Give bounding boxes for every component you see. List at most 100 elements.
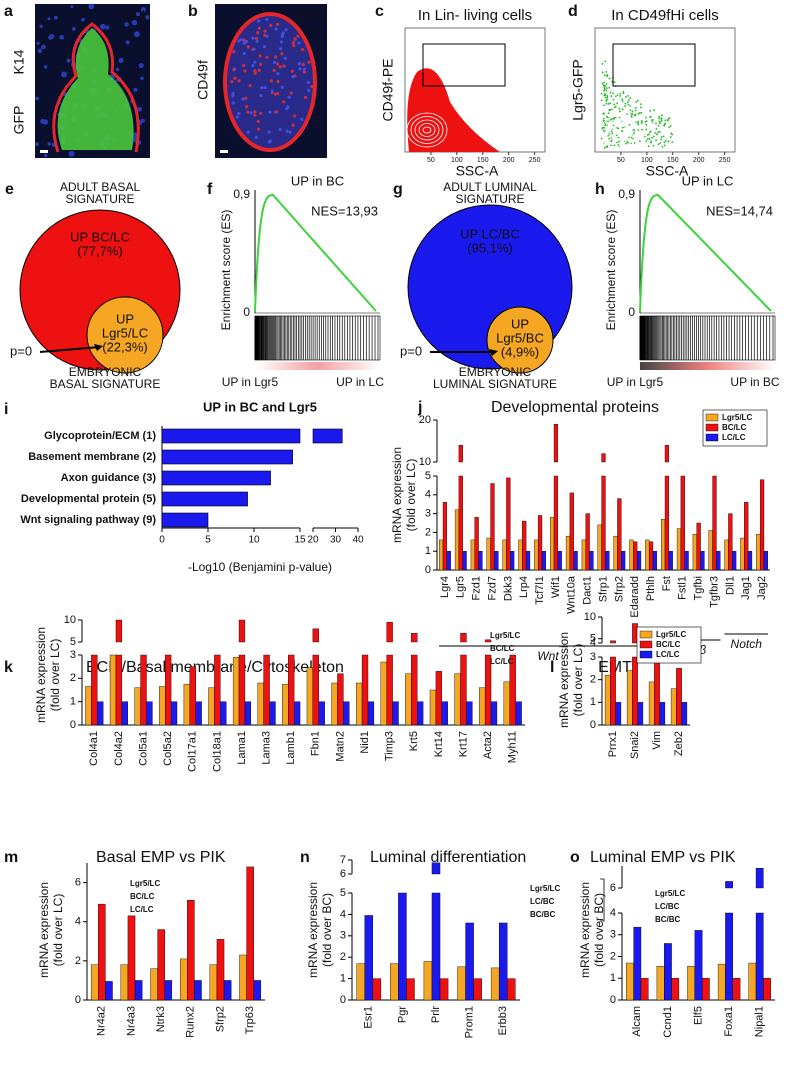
gate [612,43,696,87]
bar [161,512,209,528]
category-label: Fstl1 [677,576,689,600]
bar [435,671,443,726]
category-label: Nipal1 [754,1006,766,1037]
axis-label: mRNA expression [390,447,404,543]
bar [756,534,761,571]
bar [676,528,682,571]
bar [238,654,246,726]
bar [716,551,721,571]
category-label: Sfrp2 [214,1006,226,1032]
y-tick-label: 4 [590,637,596,649]
legend-label: LC/LC [130,905,154,914]
nucleus [48,35,53,40]
inner-set [86,296,164,374]
nucleus [232,68,236,72]
contour [604,119,630,141]
event [664,119,667,122]
nucleus [245,39,249,44]
bar [238,619,246,643]
signature-label: BASAL SIGNATURE [50,377,161,391]
nucleus [270,89,274,93]
bar [668,551,673,571]
bar [208,687,215,726]
event [658,120,661,123]
nucleus [39,24,43,29]
x-tick-label: 40 [352,535,364,546]
bar [411,654,418,726]
set-label: Lgr5/LC [102,325,148,340]
nucleus [145,15,150,20]
panel-letter: o [570,849,580,866]
event [660,136,663,138]
category-label: Fbn1 [310,731,322,756]
legend-label: BC/BC [530,910,556,919]
category-label: Axon guidance (3) [61,472,157,484]
contour [422,126,432,134]
bar [473,978,482,1001]
category-label: Nr4a2 [96,1006,108,1036]
event [649,130,652,133]
event [631,113,634,115]
nucleus [41,44,46,50]
bar [105,981,113,1001]
bar [367,701,375,726]
y-tick-label: 3 [610,929,616,941]
category-label: Zeb2 [673,731,685,756]
axis-label: SSC-A [456,163,499,179]
event [607,112,610,115]
panel-letter: e [5,181,14,198]
axis-label: SSC-A [646,163,689,179]
category-label: Pthlh [645,576,657,601]
x-tick-label: 200 [693,157,705,164]
nucleus [310,85,314,89]
scale-bar [40,150,48,153]
event [615,134,618,137]
bar [601,453,606,463]
event [660,114,663,117]
category-label: Snai2 [629,731,641,759]
bar [640,978,649,1001]
bar [510,551,515,571]
axis-label: mRNA expression [578,882,592,978]
nucleus [36,41,40,45]
event [617,144,620,146]
nucleus [291,41,295,45]
event [635,101,637,103]
y-tick-label: 4 [340,908,346,920]
category-label: Col18a1 [211,731,223,772]
event [607,120,609,123]
nucleus [35,142,39,147]
event [605,83,608,85]
event [639,103,642,106]
nucleus [244,96,248,100]
bar [632,656,638,726]
axis-label: UP in Lgr5 [222,375,279,389]
nucleus [35,96,40,101]
event [602,126,605,129]
bar [244,701,252,726]
nes-label: NES=14,74 [706,203,773,218]
axis-label: (fold over LC) [48,639,62,712]
event [627,103,630,106]
y-tick-label: 1 [590,696,596,708]
nucleus [279,46,283,51]
event [604,84,606,87]
scale-bar [220,150,228,153]
y-tick-label: 4 [425,489,431,501]
axis-label: UP in BC [730,375,779,389]
axis-label: (fold over BC) [320,893,334,967]
category-label: Fzd1 [471,576,483,600]
event [613,116,616,119]
legend-swatch [705,413,719,422]
y-tick-label: 1 [610,972,616,984]
y-tick-label: 2 [75,955,81,967]
bar [454,509,460,571]
bar [312,654,319,726]
event [627,94,629,97]
bar [740,537,745,571]
nucleus [282,100,286,104]
event [606,98,609,101]
bar [585,513,590,571]
nucleus [265,55,269,59]
bar [458,445,463,463]
